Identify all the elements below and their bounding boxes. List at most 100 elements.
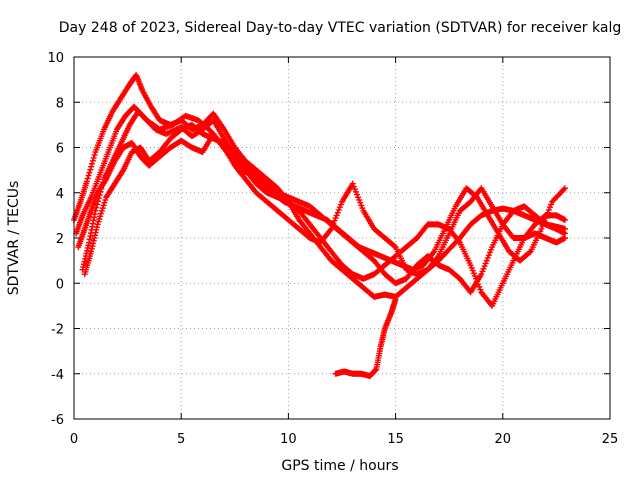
data-point (355, 194, 362, 201)
data-point (87, 166, 94, 173)
data-point (98, 207, 105, 214)
data-point (478, 271, 485, 278)
series-day-5 (81, 121, 568, 296)
data-point (542, 215, 549, 222)
data-point (350, 183, 357, 190)
data-point (96, 215, 103, 222)
data-point (471, 273, 478, 280)
y-tick-label: 10 (47, 51, 64, 66)
data-point (333, 212, 340, 219)
data-point (391, 243, 398, 250)
data-point (356, 196, 363, 203)
data-point (486, 249, 493, 256)
data-point (538, 225, 545, 232)
data-point (99, 182, 106, 189)
data-point (481, 263, 488, 270)
y-tick-label: -2 (51, 323, 64, 338)
y-tick-label: -6 (51, 413, 64, 428)
data-point (102, 196, 109, 203)
series-day-1 (71, 72, 568, 300)
data-point (479, 268, 486, 275)
data-point (469, 267, 476, 274)
data-point (95, 198, 102, 205)
data-point (91, 151, 98, 158)
data-point (334, 209, 341, 216)
data-point (483, 257, 490, 264)
data-point (468, 264, 475, 271)
data-point (470, 270, 477, 277)
data-point (332, 215, 339, 222)
series-day-6 (332, 296, 399, 380)
x-tick-label: 15 (387, 432, 404, 447)
data-point (98, 210, 105, 217)
y-tick-label: 6 (56, 142, 64, 157)
data-point (546, 204, 553, 211)
data-point (100, 179, 107, 186)
data-point (101, 199, 108, 206)
data-point (561, 230, 568, 237)
data-point (98, 185, 105, 192)
data-point (94, 221, 101, 228)
data-point (548, 201, 555, 208)
x-tick-label: 10 (280, 432, 297, 447)
y-tick-label: 0 (56, 277, 64, 292)
data-point (89, 157, 96, 164)
chart-title: Day 248 of 2023, Sidereal Day-to-day VTE… (59, 20, 621, 36)
data-point (392, 296, 399, 303)
data-point (545, 206, 552, 213)
series-day-2 (73, 103, 568, 309)
data-point (561, 216, 568, 223)
data-point (92, 207, 99, 214)
y-tick-label: 4 (56, 187, 64, 202)
x-tick-label: 25 (602, 432, 619, 447)
y-axis-label: SDTVAR / TECUs (6, 181, 22, 296)
data-point (561, 185, 568, 192)
data-point (97, 213, 104, 220)
data-point (90, 154, 97, 161)
data-point (354, 191, 361, 198)
data-point (544, 209, 551, 216)
data-point (482, 260, 489, 267)
y-tick-label: 2 (56, 232, 64, 247)
data-point (335, 206, 342, 213)
data-point (358, 202, 365, 209)
data-point (484, 254, 491, 261)
data-point (84, 175, 91, 182)
data-point (543, 212, 550, 219)
data-point (357, 199, 364, 206)
data-point (351, 186, 358, 193)
x-axis-label: GPS time / hours (281, 458, 398, 474)
data-point (485, 252, 492, 259)
data-point (337, 201, 344, 208)
y-tick-label: 8 (56, 96, 64, 111)
y-tick-label: -4 (51, 368, 64, 383)
data-point (476, 283, 483, 290)
x-tick-label: 5 (177, 432, 185, 447)
data-point (85, 172, 92, 179)
data-point (359, 205, 366, 212)
data-point (93, 204, 100, 211)
x-tick-label: 0 (70, 432, 78, 447)
data-point (349, 180, 356, 187)
data-point (480, 265, 487, 272)
data-point (95, 218, 102, 225)
data-point (100, 202, 107, 209)
data-point (352, 188, 359, 195)
axis-ticks: 0 5 10 15 20 25 -6 -4 -2 0 2 4 6 8 10 (47, 51, 618, 447)
data-point (97, 188, 104, 195)
data-point (477, 286, 484, 293)
data-point (467, 262, 474, 269)
data-point (83, 178, 90, 185)
series-day-3 (75, 130, 568, 278)
data-point (88, 163, 95, 170)
data-point (89, 160, 96, 167)
data-point (86, 169, 93, 176)
data-point (95, 195, 102, 202)
data-point (526, 249, 533, 256)
data-point (331, 217, 338, 224)
data-point (96, 192, 103, 199)
data-point (94, 201, 101, 208)
data-point (488, 246, 495, 253)
x-tick-label: 20 (495, 432, 512, 447)
